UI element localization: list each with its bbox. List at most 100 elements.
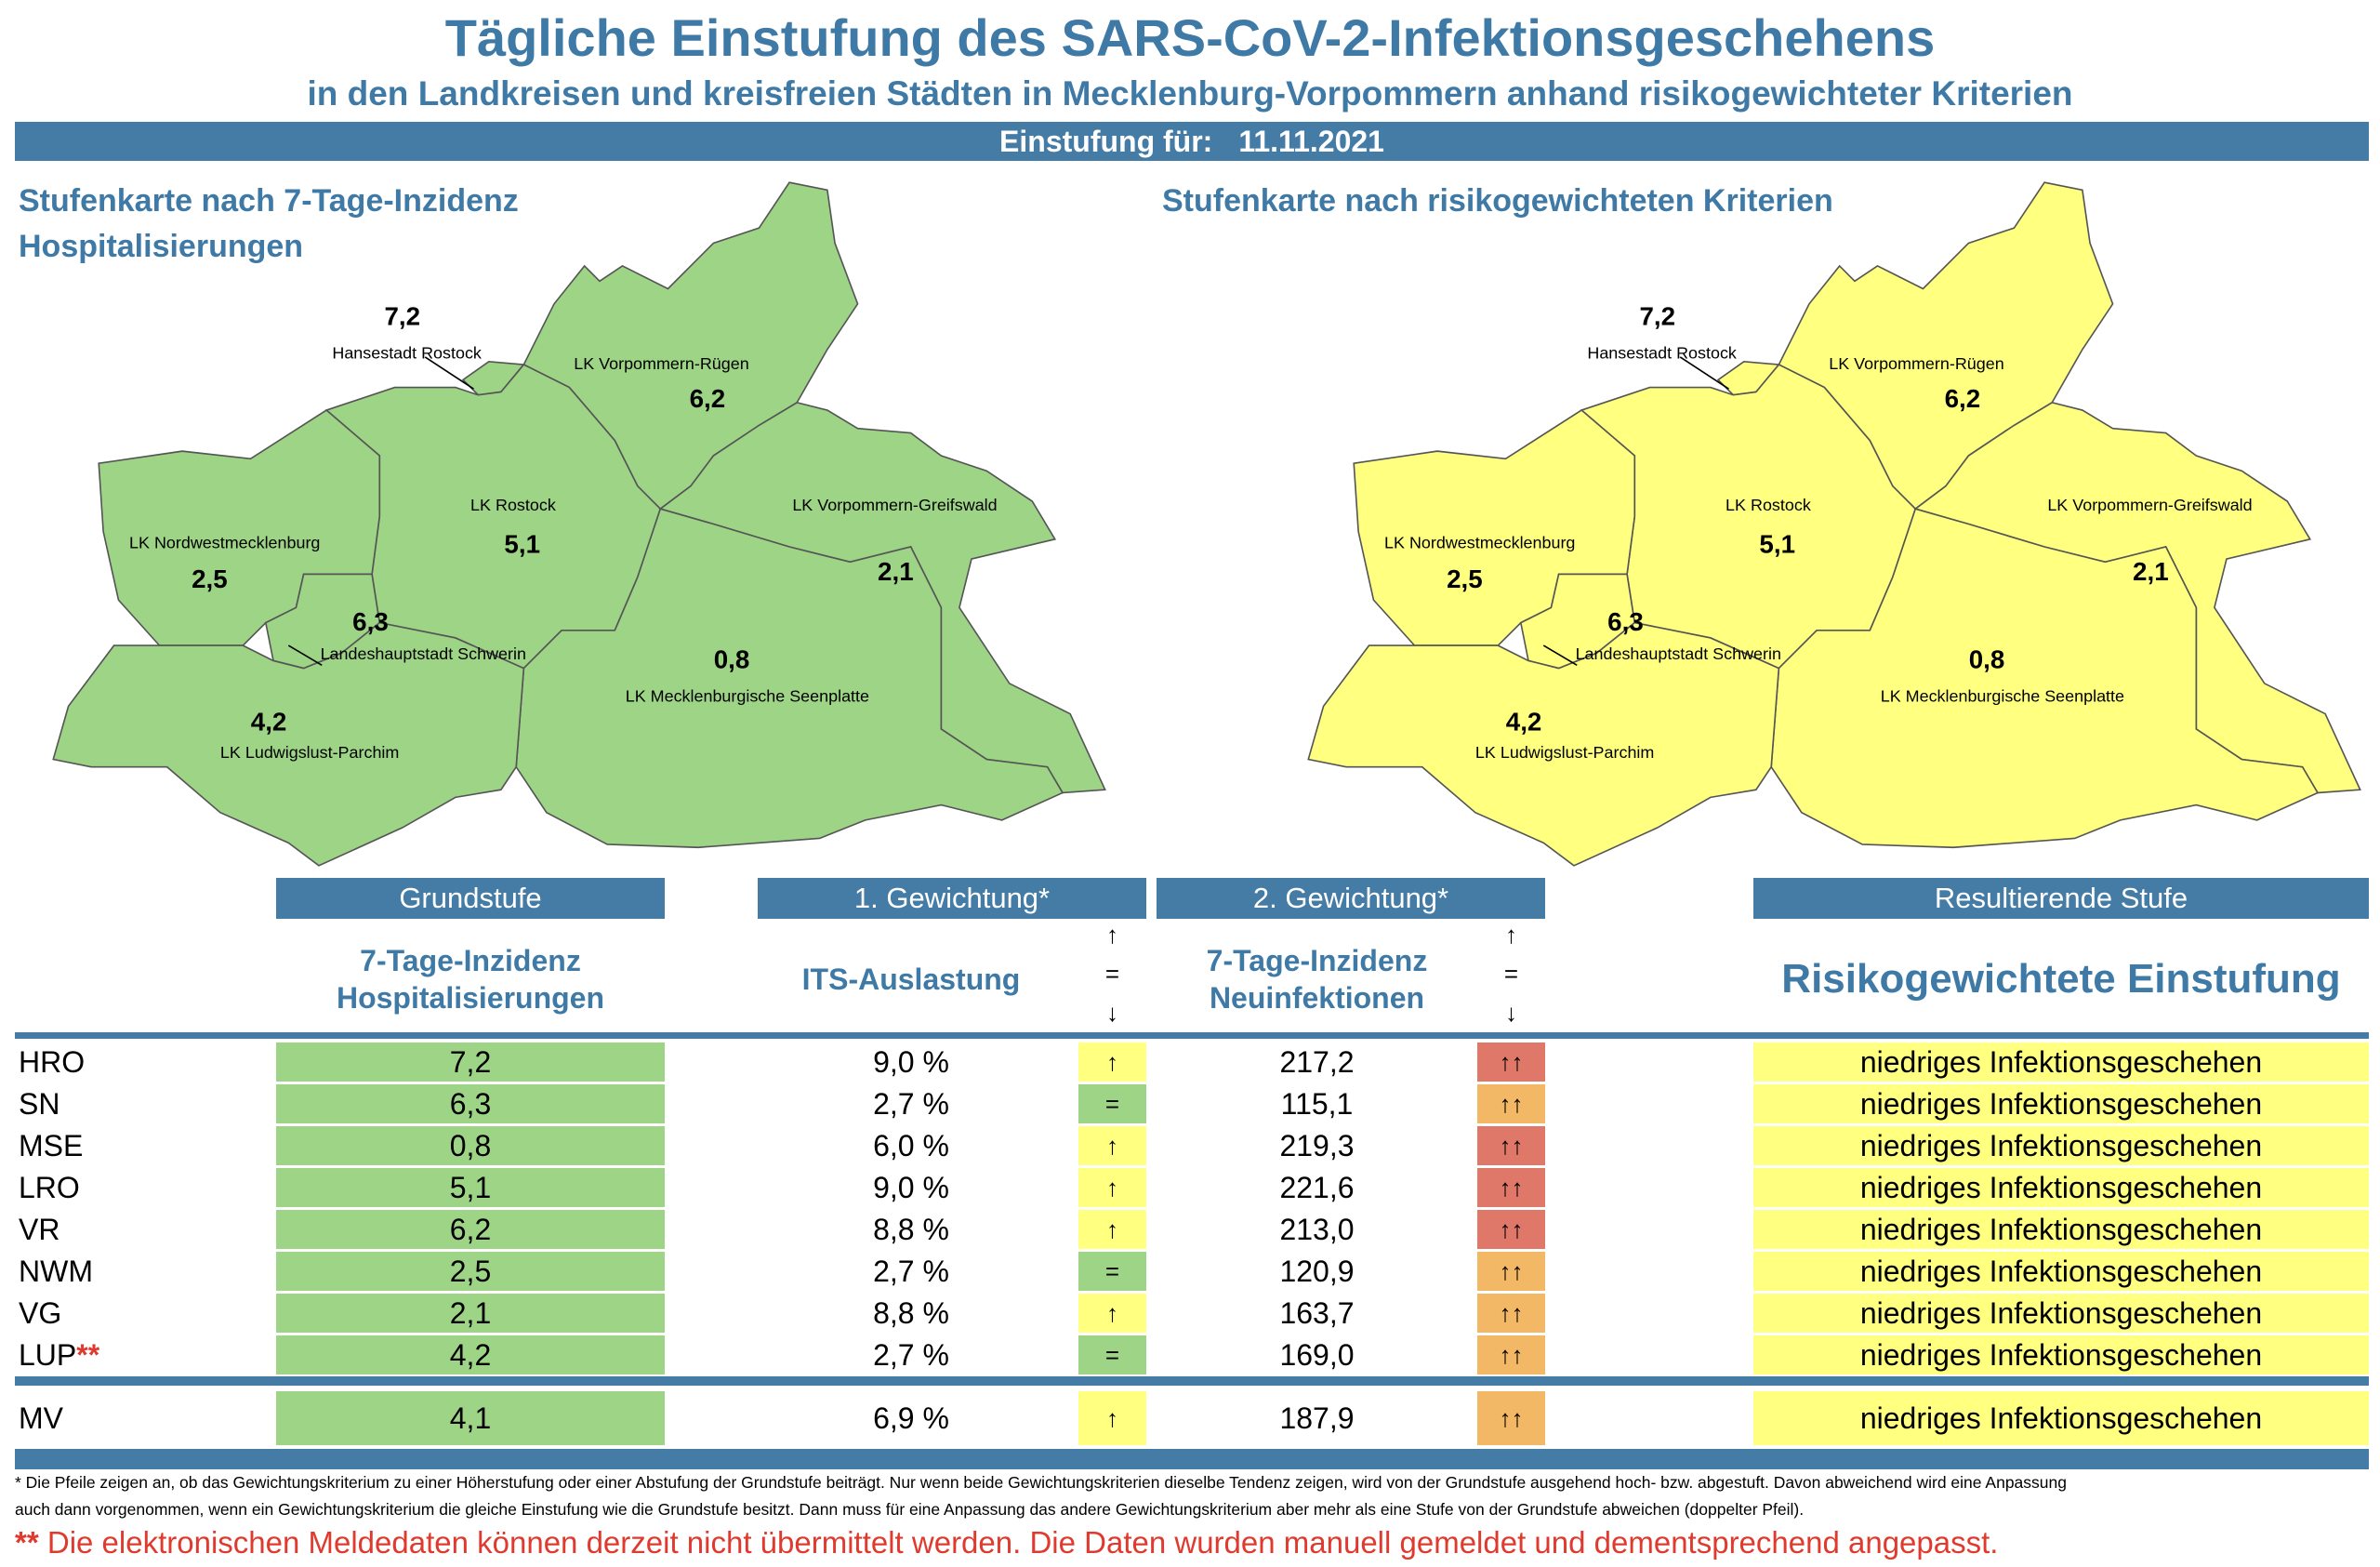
note-text: Die elektronischen Meldedaten können der… — [38, 1525, 1999, 1560]
neuinfektionen-value: 219,3 — [1279, 1128, 1355, 1162]
region-mse — [1770, 508, 2320, 849]
neuinfektionen-value: 169,0 — [1279, 1337, 1355, 1372]
district-label: MV — [19, 1391, 63, 1445]
region-name-lro: LK Rostock — [470, 496, 556, 514]
table-row: VG 2,1 8,8 % ↑ 163,7 ↑↑ niedriges Infektionsge… — [0, 1294, 2380, 1333]
region-value-hro: 7,2 — [1639, 302, 1675, 331]
left-map-title-line1: Stufenkarte nach 7-Tage-Inzidenz — [19, 183, 519, 219]
arrow-up-icon: ↑ — [1106, 921, 1118, 949]
its-trend-cell: ↑ — [1078, 1391, 1146, 1445]
table-row: LRO 5,1 9,0 % ↑ 221,6 ↑↑ niedriges Infektionsg… — [0, 1168, 2380, 1207]
its-value: 8,8 % — [873, 1212, 949, 1246]
subheader-neu-line2: Neuinfektionen — [1209, 981, 1425, 1015]
region-name-lup: LK Ludwigslust-Parchim — [1475, 743, 1654, 762]
region-value-mse: 0,8 — [1969, 645, 2005, 674]
neuinfektionen-value: 213,0 — [1279, 1212, 1355, 1246]
subheader-grundstufe: 7-Tage-Inzidenz Hospitalisierungen — [276, 937, 665, 1021]
neuinfektionen-trend-cell: ↑↑ — [1477, 1252, 1545, 1291]
region-value-mse: 0,8 — [714, 645, 750, 674]
header-gewichtung-1: 1. Gewichtung* — [758, 878, 1146, 919]
district-label: VR — [19, 1210, 60, 1249]
result-cell: niedriges Infektionsgeschehen — [1753, 1335, 2369, 1374]
neuinfektionen-trend-cell: ↑↑ — [1477, 1391, 1545, 1445]
region-name-hro: Hansestadt Rostock — [332, 344, 482, 363]
region-name-vg: LK Vorpommern-Greifswald — [2047, 496, 2252, 514]
its-value: 9,0 % — [873, 1170, 949, 1204]
region-name-vg: LK Vorpommern-Greifswald — [792, 496, 997, 514]
neuinfektionen-value: 163,7 — [1279, 1295, 1355, 1330]
arrow-down-icon: ↓ — [1505, 999, 1517, 1027]
its-value: 2,7 % — [873, 1254, 949, 1288]
left-map-title: Stufenkarte nach 7-Tage-Inzidenz Hospita… — [19, 179, 519, 270]
region-value-vg: 2,1 — [878, 557, 914, 586]
subheader-neu-line1: 7-Tage-Inzidenz — [1206, 944, 1428, 977]
table-row: SN 6,3 2,7 % = 115,1 ↑↑ niedriges Infektionsge… — [0, 1084, 2380, 1123]
date-bar: Einstufung für: 11.11.2021 — [15, 122, 2369, 161]
district-label: NWM — [19, 1252, 93, 1291]
region-value-vr: 6,2 — [690, 384, 726, 413]
arrow-up-icon: ↑ — [1505, 921, 1517, 949]
district-label: LRO — [19, 1168, 80, 1207]
neuinfektionen-value: 217,2 — [1279, 1044, 1355, 1079]
result-cell: niedriges Infektionsgeschehen — [1753, 1126, 2369, 1165]
region-name-mse: LK Mecklenburgische Seenplatte — [1881, 687, 2124, 706]
its-trend-cell: ↑ — [1078, 1294, 1146, 1333]
region-name-hro: Hansestadt Rostock — [1587, 344, 1737, 363]
its-value: 8,8 % — [873, 1295, 949, 1330]
its-value: 2,7 % — [873, 1337, 949, 1372]
region-value-sn: 6,3 — [352, 607, 389, 636]
right-map-title: Stufenkarte nach risikogewichteten Krite… — [1162, 183, 1833, 219]
result-cell: niedriges Infektionsgeschehen — [1753, 1252, 2369, 1291]
region-name-lup: LK Ludwigslust-Parchim — [220, 743, 399, 762]
its-trend-cell: = — [1078, 1084, 1146, 1123]
neuinfektionen-trend-cell: ↑↑ — [1477, 1335, 1545, 1374]
region-name-sn: Landeshauptstadt Schwerin — [321, 644, 526, 663]
its-value: 9,0 % — [873, 1044, 949, 1079]
footnote-line2: auch dann vorgenommen, wenn ein Gewichtu… — [15, 1500, 1805, 1519]
grundstufe-cell: 0,8 — [276, 1126, 665, 1165]
its-value: 6,9 % — [873, 1401, 949, 1435]
region-value-lup: 4,2 — [251, 708, 287, 737]
total-divider — [15, 1376, 2369, 1386]
grundstufe-cell: 6,2 — [276, 1210, 665, 1249]
district-abbr: HRO — [19, 1044, 86, 1079]
region-name-nwm: LK Nordwestmecklenburg — [1384, 534, 1575, 552]
neuinfektionen-value: 221,6 — [1279, 1170, 1355, 1204]
region-lup — [52, 621, 525, 867]
its-value: 6,0 % — [873, 1128, 949, 1162]
subheader-result: Risikogewichtete Einstufung — [1781, 956, 2341, 1002]
district-abbr: MV — [19, 1401, 63, 1435]
neuinfektionen-trend-cell: ↑↑ — [1477, 1042, 1545, 1082]
subheader-grundstufe-line1: 7-Tage-Inzidenz — [360, 944, 581, 977]
its-trend-cell: ↑ — [1078, 1210, 1146, 1249]
footnote-line1: * Die Pfeile zeigen an, ob das Gewichtun… — [15, 1473, 2067, 1492]
neuinfektionen-value: 120,9 — [1279, 1254, 1355, 1288]
region-value-lro: 5,1 — [504, 530, 540, 559]
arrow-down-icon: ↓ — [1106, 999, 1118, 1027]
subheader-neuinfektionen: 7-Tage-Inzidenz Neuinfektionen — [1157, 937, 1477, 1021]
district-abbr: NWM — [19, 1254, 93, 1288]
table-row: MV 4,1 6,9 % ↑ 187,9 ↑↑ niedriges Infektionsge… — [0, 1391, 2380, 1445]
region-name-mse: LK Mecklenburgische Seenplatte — [626, 687, 869, 706]
table-row: HRO 7,2 9,0 % ↑ 217,2 ↑↑ niedriges Infektionsg… — [0, 1042, 2380, 1082]
its-trend-cell: ↑ — [1078, 1042, 1146, 1082]
header-gewichtung-2: 2. Gewichtung* — [1157, 878, 1545, 919]
result-cell: niedriges Infektionsgeschehen — [1753, 1042, 2369, 1082]
neuinfektionen-trend-cell: ↑↑ — [1477, 1084, 1545, 1123]
page-title: Tägliche Einstufung des SARS-CoV-2-Infek… — [444, 8, 1936, 67]
footnote-mark: ** — [76, 1337, 100, 1372]
its-value: 2,7 % — [873, 1086, 949, 1121]
grundstufe-cell: 4,1 — [276, 1391, 665, 1445]
region-value-lup: 4,2 — [1506, 708, 1542, 737]
grundstufe-cell: 2,5 — [276, 1252, 665, 1291]
region-value-vg: 2,1 — [2133, 557, 2169, 586]
page-subtitle: in den Landkreisen und kreisfreien Städt… — [307, 74, 2073, 113]
grundstufe-cell: 5,1 — [276, 1168, 665, 1207]
district-abbr: SN — [19, 1086, 60, 1121]
its-trend-cell: ↑ — [1078, 1126, 1146, 1165]
grundstufe-cell: 6,3 — [276, 1084, 665, 1123]
region-name-nwm: LK Nordwestmecklenburg — [129, 534, 320, 552]
district-label: SN — [19, 1084, 60, 1123]
region-value-nwm: 2,5 — [1447, 564, 1483, 593]
region-value-sn: 6,3 — [1607, 607, 1644, 636]
